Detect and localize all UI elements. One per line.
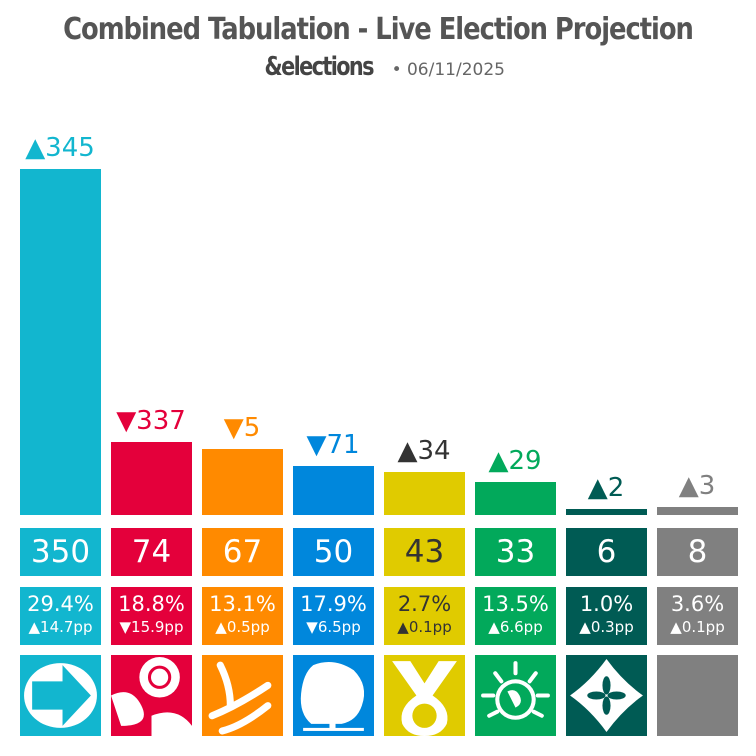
vote-share: 1.0% [579,592,634,616]
seat-change-label: ▼71 [306,429,360,460]
seat-count: 43 [384,528,465,576]
bar [475,482,556,515]
seat-count: 350 [20,528,101,576]
bird-logo-icon [202,655,283,736]
seat-count: 6 [566,528,647,576]
bar [384,472,465,515]
seat-change-label: ▲345 [25,133,95,163]
vote-share-box: 18.8% ▼15.9pp [111,587,192,645]
bar [566,509,647,515]
earth-logo-icon [475,655,556,736]
saltire-loop-logo-icon [384,655,465,736]
flower-logo-icon [566,655,647,736]
vote-share-change: ▼15.9pp [119,618,184,636]
seat-change-label: ▼337 [116,405,186,436]
date-label: • 06/11/2025 [391,60,505,80]
vote-share-box: 13.1% ▲0.5pp [202,587,283,645]
bar [202,448,283,515]
vote-share-change: ▲0.5pp [215,618,270,636]
vote-share-box: 17.9% ▼6.5pp [293,587,374,645]
seat-change-label: ▲34 [397,436,451,467]
seat-change-label: ▲3 [678,471,716,502]
vote-share-box: 2.7% ▲0.1pp [384,587,465,645]
vote-share-box: 29.4% ▲14.7pp [20,587,101,645]
vote-share-change: ▲0.3pp [579,618,634,636]
vote-share-change: ▲6.6pp [488,618,543,636]
vote-share: 29.4% [27,592,94,616]
vote-share-change: ▲14.7pp [28,618,93,636]
bar [111,441,192,515]
seat-change-label: ▼5 [223,412,261,443]
vote-share-change: ▼6.5pp [306,618,361,636]
vote-share: 3.6% [670,592,725,616]
seat-count: 50 [293,528,374,576]
vote-share-change: ▲0.1pp [670,618,725,636]
seat-count: 8 [657,528,738,576]
bar [293,465,374,515]
vote-share-box: 1.0% ▲0.3pp [566,587,647,645]
vote-share: 2.7% [397,592,452,616]
vote-share-box: 3.6% ▲0.1pp [657,587,738,645]
vote-share-change: ▲0.1pp [397,618,452,636]
subtitle: &elections • 06/11/2025 [0,52,756,82]
seat-count: 33 [475,528,556,576]
vote-share: 13.5% [482,592,549,616]
bar [20,169,101,515]
seat-change-label: ▲2 [587,473,625,504]
brand-logo: &elections [264,52,375,82]
vote-share: 13.1% [209,592,276,616]
vote-share: 18.8% [118,592,185,616]
rose-logo-icon [111,655,192,736]
vote-share-box: 13.5% ▲6.6pp [475,587,556,645]
arrow-logo-icon [20,655,101,736]
seat-count: 74 [111,528,192,576]
party-logo-blank [657,655,738,736]
chart-title: Combined Tabulation - Live Election Proj… [63,12,694,47]
tree-logo-icon [293,655,374,736]
vote-share: 17.9% [300,592,367,616]
seat-count: 67 [202,528,283,576]
bar [657,507,738,515]
seat-change-label: ▲29 [488,446,542,477]
